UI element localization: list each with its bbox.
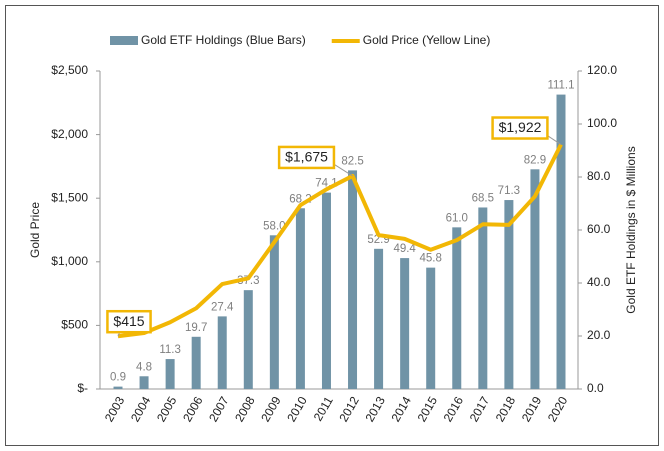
bar: [217, 316, 227, 389]
x-tick-label: 2008: [232, 394, 258, 424]
value-label: 45.8: [420, 253, 442, 265]
value-label: 111.1: [547, 80, 574, 92]
x-tick-label: 2018: [493, 394, 519, 424]
value-label: 82.9: [524, 154, 546, 166]
value-label: 0.9: [110, 372, 126, 384]
legend-label: Gold Price (Yellow Line): [363, 33, 491, 47]
x-tick-label: 2007: [206, 394, 232, 424]
label-box: [277, 145, 336, 170]
value-label: 27.4: [211, 301, 234, 313]
line-value-label: $415: [113, 313, 144, 329]
x-tick-label: 2020: [545, 394, 571, 424]
y2-tick-label: 100.0: [587, 116, 617, 130]
line-value-label: $1,922: [499, 119, 542, 135]
x-tick-label: 2017: [467, 394, 493, 424]
x-tick-label: 2015: [415, 394, 441, 424]
bar: [191, 336, 201, 389]
y2-tick-label: 60.0: [587, 222, 611, 236]
value-label: 19.7: [185, 322, 207, 334]
y2-tick-label: 0.0: [587, 381, 604, 395]
y2-tick-label: 80.0: [587, 169, 611, 183]
y2-tick-label: 40.0: [587, 275, 611, 289]
bar: [478, 207, 488, 389]
x-tick-label: 2006: [180, 394, 206, 424]
line-value-label: $1,675: [285, 149, 328, 165]
y-tick-label: $1,000: [51, 254, 88, 268]
value-label: 82.5: [341, 155, 363, 167]
bar: [295, 208, 305, 389]
bar: [113, 386, 123, 389]
bar: [374, 248, 384, 389]
bar: [504, 200, 514, 389]
y2-axis-title: Gold ETF Holdings in $ Millions: [624, 146, 638, 313]
price-line: [117, 143, 563, 339]
label-box: [106, 309, 152, 334]
value-label: 68.5: [472, 193, 494, 205]
x-tick-label: 2003: [102, 394, 128, 424]
y-axis-title: Gold Price: [28, 202, 42, 258]
bar: [139, 376, 149, 389]
value-label: 49.4: [393, 243, 416, 255]
bar: [530, 169, 540, 389]
y2-tick-label: 20.0: [587, 328, 611, 342]
x-tick-label: 2005: [154, 394, 180, 424]
bar: [269, 235, 279, 389]
chart-border: [5, 5, 659, 446]
bar: [348, 170, 358, 389]
y-tick-label: $2,000: [51, 127, 88, 141]
y-tick-label: $1,500: [51, 190, 88, 204]
bar: [426, 267, 436, 389]
x-tick-label: 2009: [258, 394, 284, 424]
x-tick-label: 2014: [389, 394, 415, 424]
bar: [452, 227, 462, 389]
bar: [243, 290, 253, 389]
x-tick-label: 2012: [336, 394, 362, 424]
x-tick-label: 2013: [362, 394, 388, 424]
y2-tick-label: 120.0: [587, 63, 617, 77]
bar: [556, 94, 566, 390]
y-tick-label: $500: [61, 318, 88, 332]
bar: [321, 192, 331, 389]
x-tick-label: 2004: [128, 394, 154, 424]
x-tick-label: 2011: [311, 394, 336, 424]
value-label: 11.3: [159, 344, 181, 356]
legend-swatch: [110, 36, 138, 45]
x-tick-label: 2019: [519, 394, 545, 424]
value-label: 4.8: [136, 361, 152, 373]
bar: [165, 359, 175, 389]
value-label: 58.0: [263, 220, 285, 232]
x-tick-label: 2016: [441, 394, 467, 424]
value-label: 61.0: [446, 212, 468, 224]
y-tick-label: $-: [77, 381, 88, 395]
label-box: [491, 116, 549, 140]
x-tick-label: 2010: [284, 394, 310, 424]
value-label: 71.3: [498, 185, 520, 197]
y-tick-label: $2,500: [51, 63, 88, 77]
bar: [400, 258, 410, 389]
legend-label: Gold ETF Holdings (Blue Bars): [141, 33, 306, 47]
